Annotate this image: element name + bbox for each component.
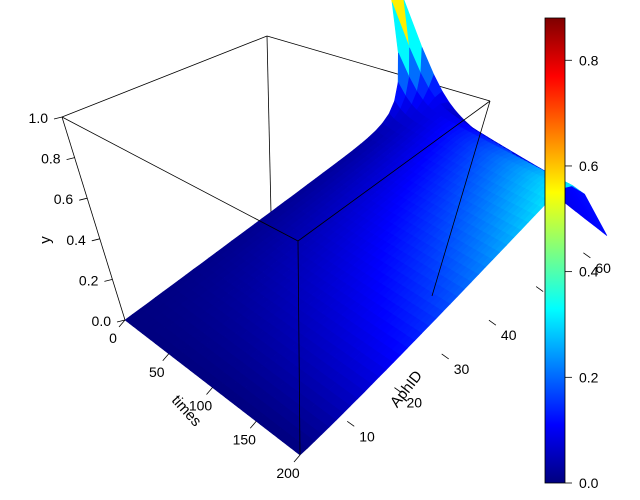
y-axis-tick xyxy=(535,286,544,292)
x-axis: 0 50 100 150 200 xyxy=(109,319,301,481)
z-axis-tick-label: 0.4 xyxy=(66,232,86,248)
z-axis-tick xyxy=(66,157,75,160)
colorbar-tick-label: 0.4 xyxy=(579,264,599,280)
z-axis-tick xyxy=(53,116,63,120)
surface-facet xyxy=(295,444,308,456)
y-axis-tick-label: 10 xyxy=(359,428,375,444)
y-axis-tick xyxy=(488,319,497,326)
box-back-edges xyxy=(61,35,491,321)
z-axis-label: y xyxy=(37,236,54,244)
x-axis-tick-label: 200 xyxy=(276,465,300,481)
z-axis-tick-label: 0.8 xyxy=(41,151,61,167)
y-axis-tick xyxy=(346,420,355,427)
y-axis-tick xyxy=(441,353,449,360)
z-axis-tick-label: 0.0 xyxy=(92,313,112,329)
z-axis-tick xyxy=(116,319,126,323)
z-axis-tick xyxy=(104,279,113,282)
x-axis-tick xyxy=(293,454,301,463)
z-axis-tick-label: 1.0 xyxy=(29,110,49,126)
y-axis-tick xyxy=(394,387,402,393)
colorbar-tick-label: 0.6 xyxy=(579,158,599,174)
z-axis-tick xyxy=(91,238,100,242)
y-axis-tick-label: 40 xyxy=(501,327,517,343)
x-axis-tick xyxy=(162,353,170,362)
colorbar-tick-label: 0.8 xyxy=(579,52,599,68)
y-axis-tick-label: 20 xyxy=(406,395,422,411)
colorbar-tick-label: 0.0 xyxy=(579,475,599,491)
colorbar-tick-label: 0.2 xyxy=(579,369,599,385)
z-axis: 0.0 0.2 0.4 0.6 0.8 1.0 xyxy=(29,110,126,329)
z-axis-tick xyxy=(79,197,88,201)
z-axis-tick-label: 0.2 xyxy=(79,272,99,288)
y-axis-tick xyxy=(583,252,591,259)
y-axis-tick-label: 60 xyxy=(595,260,611,276)
x-axis-tick-label: 100 xyxy=(189,398,213,414)
z-axis-tick-label: 0.6 xyxy=(54,191,74,207)
x-axis-tick-label: 50 xyxy=(149,364,165,380)
surface xyxy=(124,0,608,456)
colorbar-ticks: 0.0 0.2 0.4 0.6 0.8 xyxy=(565,52,599,491)
y-axis-tick-label: 30 xyxy=(454,361,470,377)
x-axis-tick-label: 0 xyxy=(109,330,117,346)
x-axis-tick xyxy=(206,387,213,395)
x-axis-tick-label: 150 xyxy=(233,431,257,447)
x-axis-tick xyxy=(118,319,126,328)
surface-facet xyxy=(579,190,608,236)
colorbar xyxy=(544,17,566,484)
box-front-edges xyxy=(61,100,491,456)
x-axis-tick xyxy=(249,420,257,429)
